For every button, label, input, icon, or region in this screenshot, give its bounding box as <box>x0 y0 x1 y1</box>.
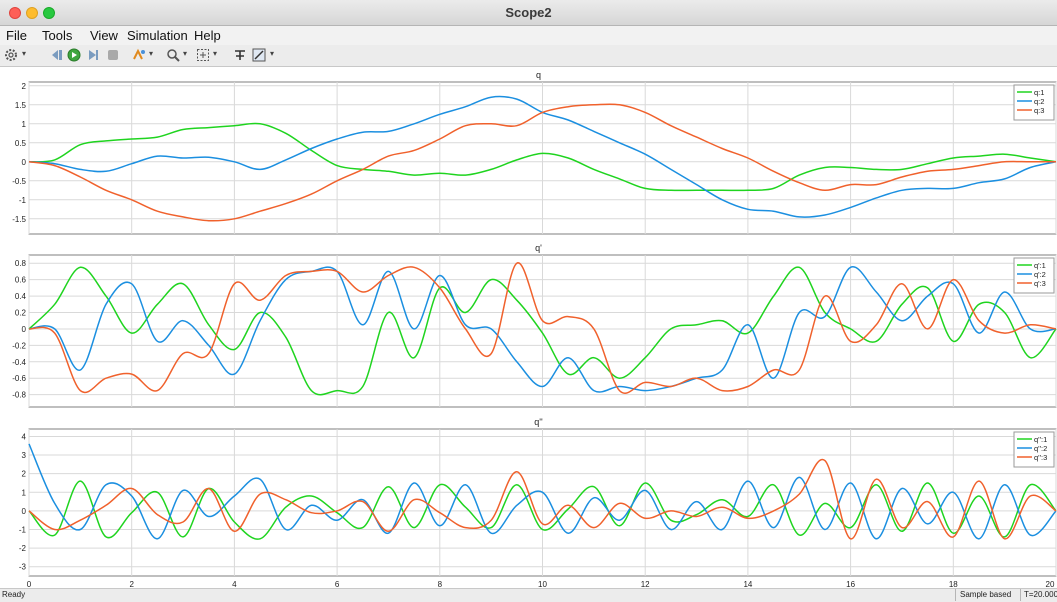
cursor-icon[interactable] <box>233 48 247 62</box>
y-tick-label: 0.6 <box>15 276 27 285</box>
x-tick-label: 8 <box>438 580 443 588</box>
legend-box <box>1013 257 1055 294</box>
x-tick-label: 2 <box>129 580 134 588</box>
gear-dropdown-icon[interactable]: ▾ <box>22 49 27 58</box>
series-line-1 <box>28 480 1057 540</box>
x-tick-label: 20 <box>1046 580 1055 588</box>
y-tick-label: -0.4 <box>12 358 26 367</box>
x-tick-label: 12 <box>641 580 650 588</box>
y-tick-label: 3 <box>22 451 27 460</box>
series-line-1 <box>28 266 1057 396</box>
menu-view[interactable]: View <box>90 28 118 43</box>
x-tick-label: 0 <box>27 580 32 588</box>
y-tick-label: 2 <box>22 470 27 479</box>
title-bar: Scope2 <box>0 0 1057 26</box>
x-tick-label: 16 <box>846 580 855 588</box>
x-tick-label: 4 <box>232 580 237 588</box>
legend-box <box>1013 84 1055 121</box>
menu-simulation[interactable]: Simulation <box>127 28 188 43</box>
run-icon[interactable] <box>67 48 81 62</box>
series-line-2 <box>28 443 1057 540</box>
gear-icon[interactable] <box>4 48 18 62</box>
y-tick-label: -2 <box>19 544 27 553</box>
plot-panel-1[interactable]: 2 1.5 1 0.5 0 -0.5 -1 -1.5 q q:1q:2q:3 <box>12 70 1057 235</box>
sim-time: T=20.000 <box>1020 589 1057 601</box>
scope-plots[interactable]: 21.510.50-0.5-1-1.5qq:1q:2q:30.80.60.40.… <box>0 67 1057 589</box>
y-tick-label: 0.5 <box>15 139 27 148</box>
legend-label: q'':1 <box>1034 435 1047 444</box>
y-tick-label: -0.6 <box>12 374 26 383</box>
series-line-3 <box>28 458 1057 540</box>
menu-bar: File Tools View Simulation Help <box>0 26 1057 45</box>
legend-label: q':2 <box>1034 270 1046 279</box>
fit-icon[interactable] <box>196 48 210 62</box>
minimize-window-button[interactable] <box>26 7 38 19</box>
legend-label: q:2 <box>1034 97 1044 106</box>
x-tick-label: 18 <box>949 580 958 588</box>
x-tick-label: 6 <box>335 580 340 588</box>
fit-dropdown-icon[interactable]: ▾ <box>213 49 218 58</box>
legend-label: q':3 <box>1034 279 1046 288</box>
status-text: Ready <box>2 590 26 599</box>
series-line-3 <box>28 103 1056 222</box>
toolbar: ▾ ▾ ▾ ▾ ▾ <box>0 45 1057 67</box>
y-tick-label: 4 <box>22 432 27 441</box>
zoom-dropdown-icon[interactable]: ▾ <box>183 49 188 58</box>
stop-icon[interactable] <box>106 48 120 62</box>
window-title: Scope2 <box>505 5 552 20</box>
y-tick-label: 1 <box>22 488 27 497</box>
legend-label: q:3 <box>1034 106 1044 115</box>
y-tick-label: -0.5 <box>12 177 26 186</box>
series-line-1 <box>28 122 1057 192</box>
measure-dropdown-icon[interactable]: ▾ <box>270 49 275 58</box>
y-tick-label: 1 <box>22 120 27 129</box>
y-tick-label: 0.4 <box>15 292 27 301</box>
highlight-icon[interactable] <box>132 48 146 62</box>
zoom-icon[interactable] <box>166 48 180 62</box>
y-tick-label: -1.5 <box>12 215 26 224</box>
legend-label: q':1 <box>1034 261 1046 270</box>
x-tick-label: 14 <box>743 580 752 588</box>
status-bar: Ready Sample based T=20.000 <box>0 588 1057 602</box>
plot-title: q'' <box>534 417 543 427</box>
x-tick-label: 10 <box>538 580 547 588</box>
menu-file[interactable]: File <box>6 28 27 43</box>
plot-title: q' <box>535 243 542 253</box>
y-tick-label: -1 <box>19 525 27 534</box>
y-tick-label: -0.2 <box>12 341 26 350</box>
menu-tools[interactable]: Tools <box>42 28 73 43</box>
y-tick-label: 2 <box>22 82 27 91</box>
y-tick-label: 1.5 <box>15 101 27 110</box>
y-tick-label: 0 <box>22 507 27 516</box>
legend-box <box>1013 431 1055 468</box>
highlight-dropdown-icon[interactable]: ▾ <box>149 49 154 58</box>
plot-panel-2[interactable]: 0.8 0.6 0.4 0.2 0 -0.2 -0.4 -0.6 -0.8 q' q':1q':2q… <box>12 243 1057 408</box>
legend-label: q'':3 <box>1034 453 1047 462</box>
series-line-2 <box>28 266 1057 393</box>
step-forward-icon[interactable] <box>86 48 100 62</box>
maximize-window-button[interactable] <box>43 7 55 19</box>
legend-label: q:1 <box>1034 88 1044 97</box>
sampling-mode: Sample based <box>955 589 1020 601</box>
measure-icon[interactable] <box>252 48 266 62</box>
y-tick-label: -1 <box>19 196 27 205</box>
y-tick-label: -3 <box>19 563 27 572</box>
plot-title: q <box>536 70 541 80</box>
y-tick-label: 0 <box>22 158 27 167</box>
y-tick-label: -0.8 <box>12 391 26 400</box>
close-window-button[interactable] <box>9 7 21 19</box>
y-tick-label: 0 <box>22 325 27 334</box>
menu-help[interactable]: Help <box>194 28 221 43</box>
y-tick-label: 0.2 <box>15 309 27 318</box>
scope-plot-area: 2 1.5 1 0.5 0 -0.5 -1 -1.5 q q:1 q:2 q:3 0.8 0.6 0.4 0.… <box>0 67 1057 589</box>
legend-label: q'':2 <box>1034 444 1047 453</box>
step-back-icon[interactable] <box>50 48 64 62</box>
series-line-3 <box>28 262 1057 394</box>
y-tick-label: 0.8 <box>15 259 27 268</box>
